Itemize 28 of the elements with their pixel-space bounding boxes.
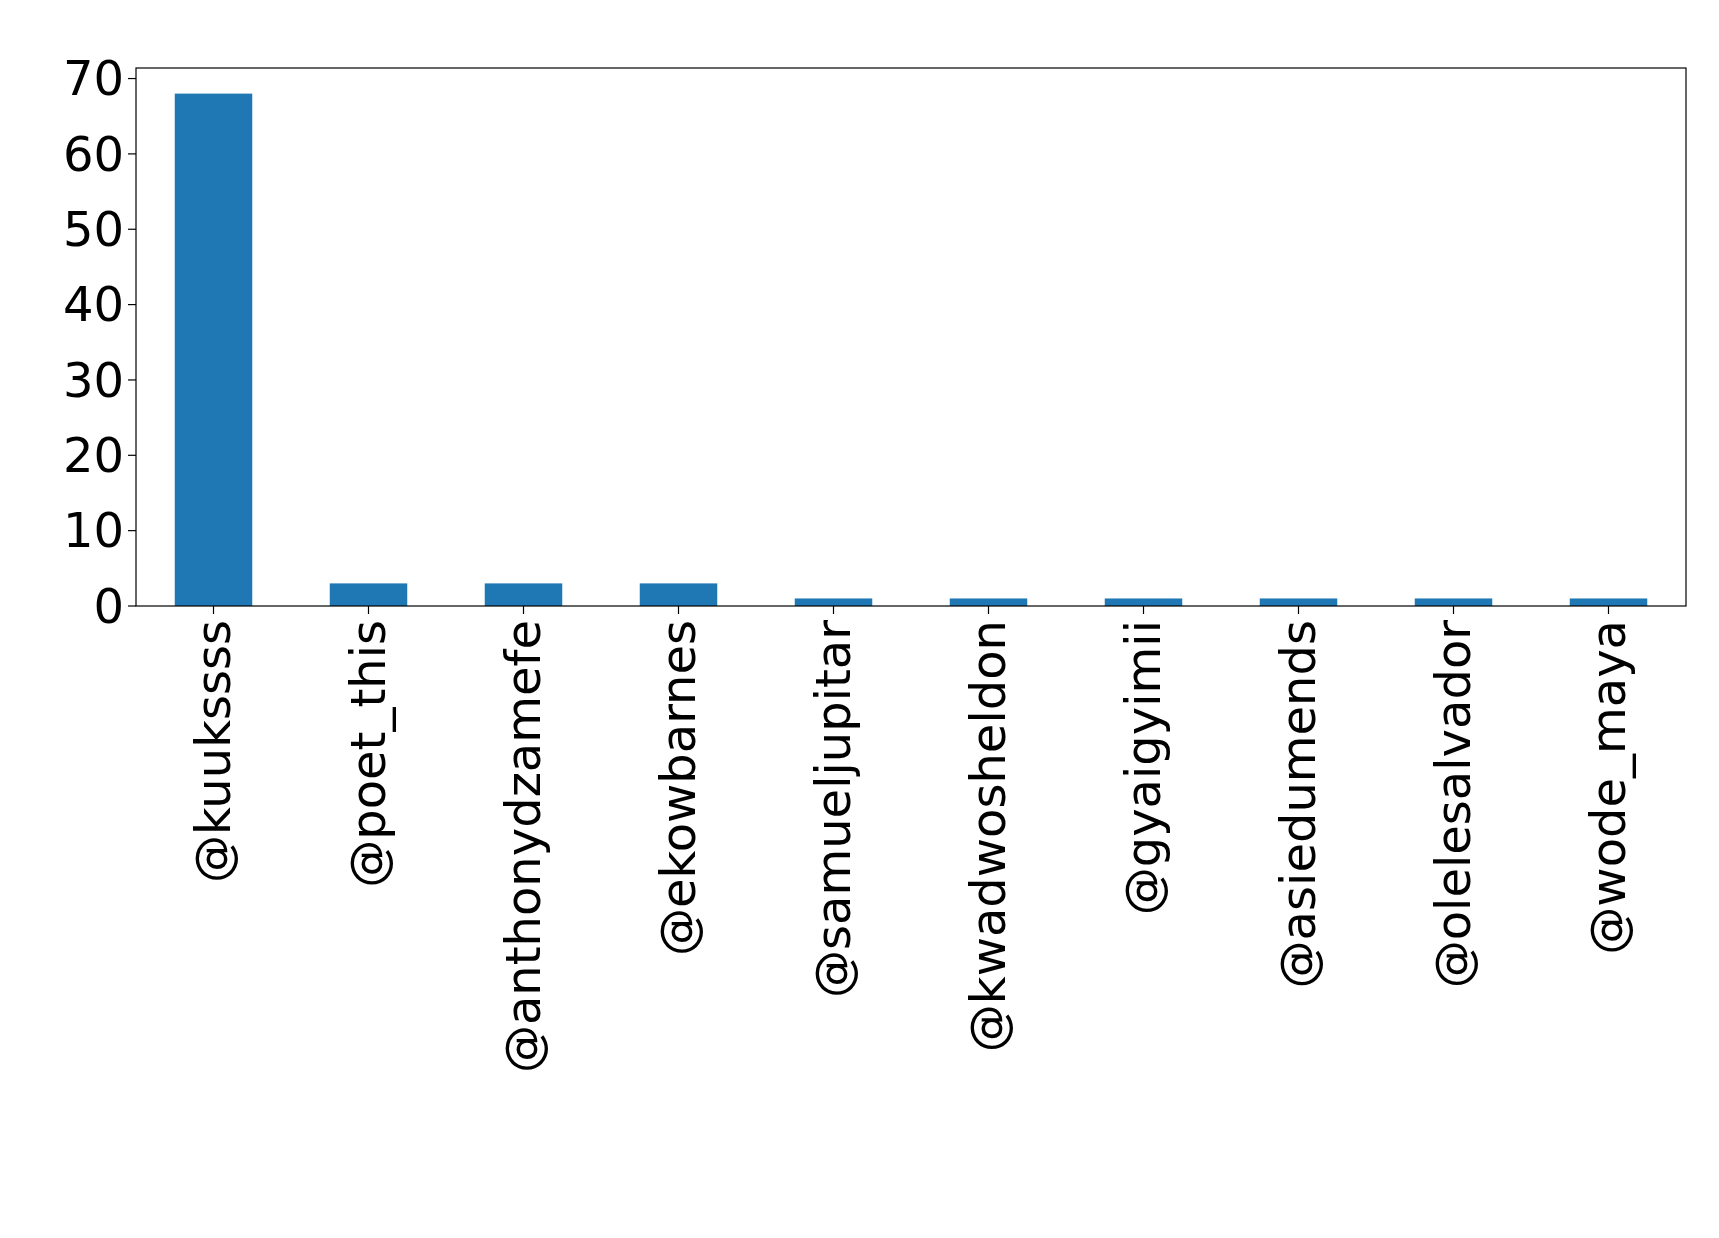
x-tick-label: @anthonydzamefe [495,620,552,1074]
bar [1569,598,1648,606]
y-tick-label: 70 [62,50,124,107]
x-tick-label: @olelesalvador [1425,619,1482,989]
bar [484,583,563,606]
bar [794,598,873,606]
x-tick-label: @poet_this [340,620,397,888]
y-tick-label: 40 [62,276,124,333]
x-tick-label: @ekowbarnes [650,620,707,956]
x-tick-label: @kuukssss [185,620,242,883]
y-tick-label: 20 [62,427,124,484]
bar [174,93,253,606]
x-tick-label: @asiedumends [1270,620,1327,989]
bar [329,583,408,606]
bar [1259,598,1338,606]
y-tick-label: 60 [62,125,124,182]
bar [639,583,718,606]
y-tick-label: 10 [62,502,124,559]
bar [1104,598,1183,606]
x-tick-label: @wode_maya [1580,620,1637,955]
x-tick-label: @kwadwosheldon [960,620,1017,1053]
y-tick-label: 50 [62,201,124,258]
y-tick-label: 0 [93,577,124,634]
x-tick-label: @gyaigyimii [1115,620,1172,916]
bar [1414,598,1493,606]
y-tick-label: 30 [62,351,124,408]
x-tick-label: @samueljupitar [805,619,862,998]
bar [949,598,1028,606]
